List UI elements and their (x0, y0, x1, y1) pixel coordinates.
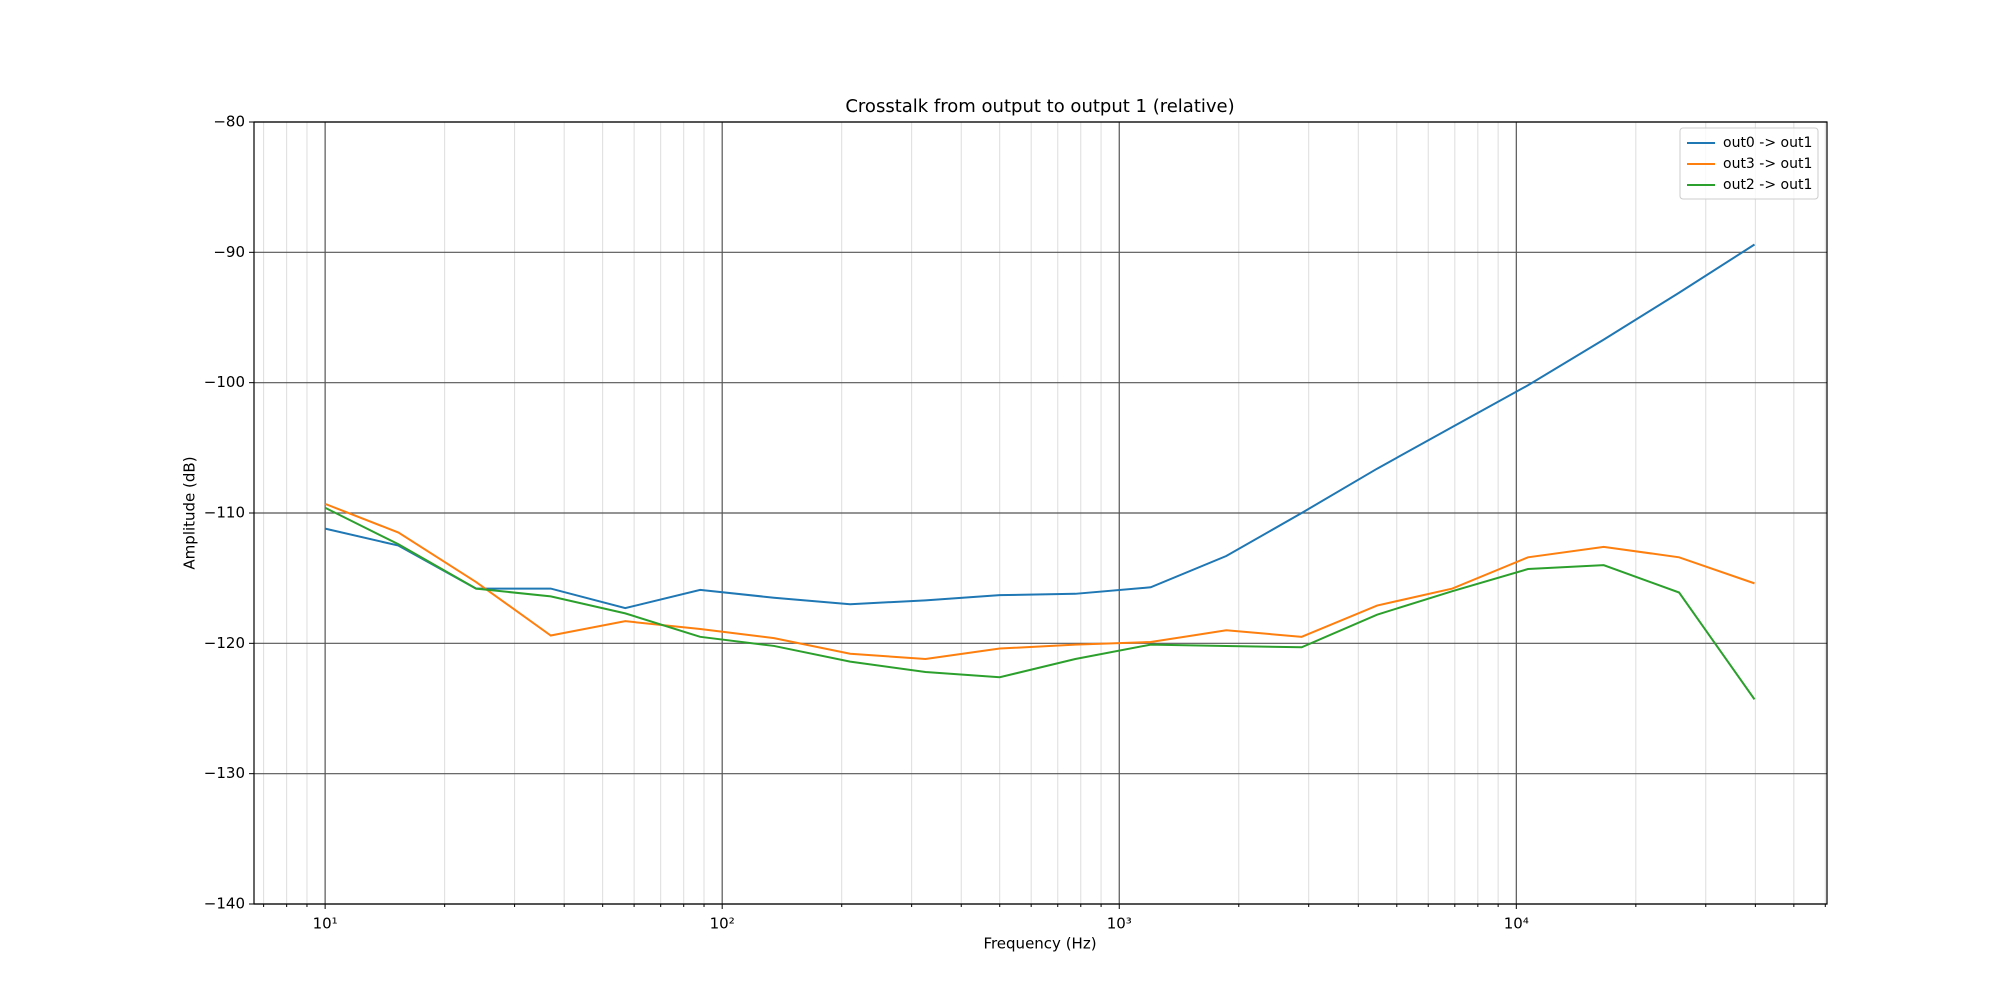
y-tick-label: −140 (204, 895, 245, 913)
legend-label: out0 -> out1 (1723, 135, 1812, 151)
y-tick-label: −100 (204, 373, 245, 391)
legend-label: out2 -> out1 (1723, 177, 1812, 193)
plot-frame (253, 121, 1828, 905)
chart-title: Crosstalk from output to output 1 (relat… (845, 96, 1234, 117)
y-tick-label: −90 (213, 243, 245, 261)
x-tick-label: 10³ (1107, 915, 1132, 933)
x-axis-label: Frequency (Hz) (983, 935, 1096, 953)
legend-label: out3 -> out1 (1723, 156, 1812, 172)
x-tick-label: 10⁴ (1504, 915, 1529, 933)
data-line (324, 502, 1755, 660)
legend-box (1679, 127, 1819, 200)
y-tick-label: −110 (204, 504, 245, 522)
data-line (324, 243, 1756, 610)
x-tick-label: 10¹ (313, 915, 338, 933)
y-tick-label: −80 (213, 113, 245, 131)
data-line (324, 506, 1756, 700)
y-tick-label: −120 (204, 634, 245, 652)
y-axis-label: Amplitude (dB) (181, 456, 199, 569)
x-tick-label: 10² (710, 915, 735, 933)
y-tick-label: −130 (204, 764, 245, 782)
